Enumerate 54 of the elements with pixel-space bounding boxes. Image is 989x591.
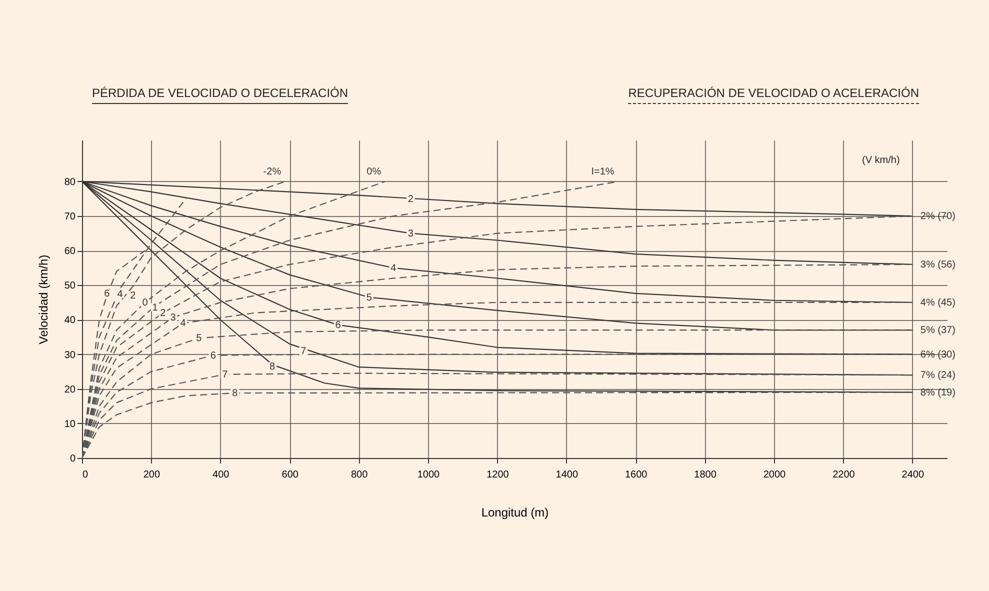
y-tick-label: 0: [70, 454, 76, 464]
y-tick-label: 20: [64, 384, 76, 396]
x-tick-label: 200: [143, 470, 160, 480]
x-tick-label: 600: [282, 470, 299, 480]
annotation: 4: [390, 262, 397, 274]
series-label: 7% (24): [920, 370, 956, 382]
series-label: 4% (45): [920, 297, 956, 308]
y-tick-label: 10: [64, 418, 76, 430]
y-tick-label: 30: [64, 350, 76, 361]
y-axis-title: Velocidad (km/h): [36, 254, 50, 344]
y-tick-label: 40: [64, 315, 76, 326]
series-label: 8% (19): [920, 387, 956, 398]
annotation: 5: [366, 292, 372, 304]
annotation: 6: [104, 288, 110, 300]
annotation: 0: [142, 297, 148, 308]
annotation: 6: [210, 350, 216, 362]
annotation: 7: [222, 369, 228, 380]
x-tick-label: 2000: [763, 470, 786, 480]
series-label: -2%: [263, 166, 282, 178]
x-tick-label: 400: [212, 470, 230, 480]
text: PÉRDIDA DE VELOCIDAD O DECELERACIÓN: [92, 86, 348, 104]
annotation: 6: [335, 320, 342, 331]
annotation: 3: [170, 312, 176, 324]
series-label: 0%: [366, 166, 382, 178]
annotation: 3: [408, 228, 414, 240]
annotation: (V km/h): [862, 155, 900, 166]
annotation: 4: [180, 318, 186, 330]
x-axis-title: Longitud (m): [481, 506, 549, 520]
x-tick-label: 2400: [902, 470, 924, 480]
annotation: 2: [130, 290, 136, 302]
x-tick-label: 1200: [486, 470, 510, 480]
annotation: 7: [300, 346, 307, 357]
annotation: 8: [270, 361, 276, 372]
text: RECUPERACIÓN DE VELOCIDAD O ACELERACIÓN: [628, 86, 919, 104]
annotation: 2: [408, 194, 414, 205]
annotation: 2: [160, 308, 166, 319]
x-tick-label: 2200: [832, 470, 856, 480]
annotation: 1: [152, 302, 158, 314]
x-tick-label: 1600: [624, 470, 648, 480]
x-tick-label: 800: [350, 470, 368, 480]
annotation: 5: [196, 333, 202, 344]
x-tick-label: 0: [82, 470, 88, 480]
series-label: 3% (56): [920, 259, 956, 270]
annotation: 8: [232, 388, 238, 400]
x-tick-label: 1000: [417, 470, 440, 480]
x-tick-label: 1400: [556, 470, 578, 480]
y-tick-label: 60: [64, 246, 76, 258]
y-tick-label: 70: [64, 212, 76, 223]
y-tick-label: 50: [64, 280, 76, 292]
x-tick-label: 1800: [694, 470, 717, 480]
y-tick-label: 80: [64, 176, 76, 188]
series-label: I=1%: [591, 166, 614, 178]
annotation: 4: [117, 288, 124, 300]
series-label: 5% (37): [920, 325, 956, 336]
